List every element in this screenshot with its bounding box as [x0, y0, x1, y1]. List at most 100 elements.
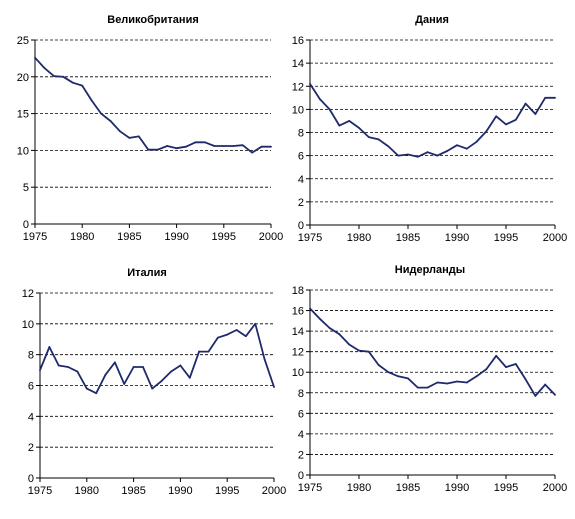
y-tick-label: 10	[292, 367, 304, 379]
x-tick-labels: 1975 1980 1985 1990 1995 2000	[28, 485, 286, 497]
y-tick-label: 12	[22, 288, 34, 300]
axes	[306, 289, 556, 479]
x-tick-label: 1990	[445, 232, 469, 244]
x-tick-label: 1985	[396, 482, 420, 494]
series-line	[309, 307, 556, 397]
data-point	[358, 349, 360, 352]
series-line	[39, 322, 275, 395]
data-point	[465, 381, 468, 384]
y-tick-label: 10	[22, 319, 34, 331]
data-point	[456, 144, 458, 147]
y-tick-label: 20	[17, 72, 29, 84]
x-tick-label: 2000	[259, 231, 283, 243]
data-point	[446, 382, 449, 385]
data-point	[524, 378, 527, 381]
data-point	[524, 102, 527, 105]
series-layer	[39, 322, 275, 395]
data-point	[188, 376, 191, 379]
data-point	[260, 145, 263, 148]
data-point	[109, 120, 112, 122]
y-tick-labels: 0 2 4 6 8 10 12	[22, 288, 34, 485]
data-point	[132, 366, 135, 368]
data-point	[251, 151, 254, 154]
data-point	[514, 363, 517, 365]
data-point	[367, 350, 370, 353]
y-tick-label: 4	[298, 429, 304, 441]
data-point	[204, 141, 206, 144]
data-point	[123, 383, 126, 385]
data-point	[254, 322, 257, 325]
data-point	[119, 130, 121, 133]
data-point	[348, 120, 351, 122]
x-tick-label: 1995	[494, 482, 518, 494]
y-tick-label: 6	[28, 381, 34, 393]
data-point	[128, 136, 131, 139]
x-tick-label: 2000	[543, 232, 567, 244]
data-point	[338, 333, 341, 336]
y-tick-labels: 0 5 10 15 20 25	[17, 35, 29, 231]
x-tick-label: 1985	[117, 231, 141, 243]
data-point	[270, 145, 272, 148]
data-point	[514, 118, 517, 121]
data-point	[52, 75, 55, 77]
data-point	[505, 366, 507, 368]
y-tick-label: 12	[292, 347, 304, 359]
data-point	[318, 98, 321, 100]
data-point	[397, 375, 400, 378]
y-tick-label: 2	[298, 449, 304, 461]
data-point	[104, 373, 107, 376]
data-point	[416, 386, 419, 389]
x-tick-label: 2000	[262, 485, 286, 497]
data-point	[222, 145, 225, 147]
data-point	[43, 67, 46, 69]
data-point	[358, 126, 360, 129]
data-point	[113, 361, 116, 364]
data-point	[156, 148, 159, 151]
y-tick-labels: 0 2 4 6 8 10 12 14 16	[292, 35, 304, 232]
data-point	[67, 366, 69, 368]
data-point	[263, 358, 266, 361]
x-tick-label: 2000	[543, 482, 567, 494]
data-point	[407, 153, 409, 156]
x-tick-label: 1990	[168, 485, 192, 497]
data-point	[495, 115, 498, 118]
data-point	[57, 364, 60, 367]
data-point	[328, 108, 331, 111]
data-point	[309, 83, 311, 85]
data-point	[226, 333, 229, 336]
data-point	[39, 369, 41, 371]
series-layer	[309, 83, 556, 158]
data-point	[544, 383, 547, 386]
data-point	[198, 350, 201, 353]
data-point	[544, 96, 547, 99]
x-tick-label: 1985	[396, 232, 420, 244]
data-point	[436, 381, 439, 384]
chart-title: Италия	[127, 267, 167, 279]
y-tick-label: 8	[28, 350, 34, 362]
x-tick-label: 1985	[121, 485, 145, 497]
y-tick-label: 6	[298, 151, 304, 163]
y-tick-label: 10	[292, 104, 304, 116]
series-line	[34, 57, 271, 154]
data-point	[387, 371, 390, 374]
series-line	[309, 83, 555, 158]
data-point	[446, 150, 449, 152]
axes	[31, 39, 272, 228]
y-tick-label: 15	[17, 109, 29, 121]
y-tick-label: 6	[298, 408, 304, 420]
data-point	[348, 343, 351, 346]
x-tick-label: 1995	[494, 232, 518, 244]
y-tick-label: 10	[17, 145, 29, 157]
y-tick-label: 16	[292, 306, 304, 318]
panel-italy: Италия 0 2 4 6 8 10 12 1975 1980 1985 1990 1995 200…	[22, 267, 286, 497]
data-point	[48, 346, 51, 348]
data-point	[235, 329, 238, 331]
data-point	[245, 335, 247, 338]
y-tick-label: 8	[298, 128, 304, 140]
data-point	[151, 387, 154, 390]
data-point	[207, 350, 210, 353]
data-point	[475, 375, 478, 378]
x-tick-label: 1980	[347, 232, 371, 244]
